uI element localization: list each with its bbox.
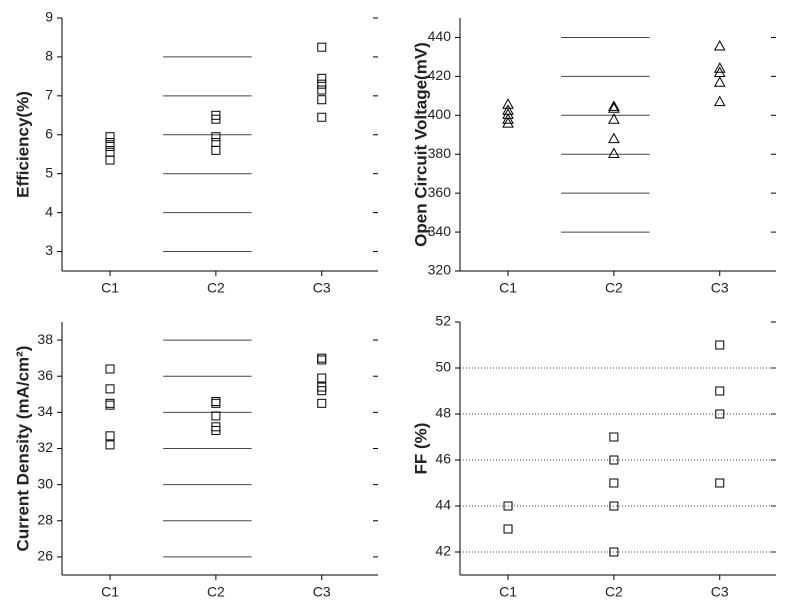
marker (608, 100, 620, 111)
marker (317, 355, 327, 365)
marker (609, 432, 619, 442)
y-tick-label: 7 (45, 87, 53, 103)
y-axis-label: Efficiency(%) (13, 91, 32, 198)
y-tick-label: 28 (37, 511, 53, 527)
y-tick-label: 36 (37, 367, 53, 383)
x-tick-label: C3 (711, 584, 729, 600)
y-tick-label: 4 (45, 203, 53, 219)
marker (713, 39, 726, 51)
y-axis-label: FF (%) (411, 423, 430, 475)
y-tick-label: 8 (45, 48, 53, 64)
marker (609, 478, 619, 488)
y-tick-label: 52 (435, 313, 451, 329)
y-tick-label: 44 (435, 497, 451, 513)
marker (105, 440, 115, 450)
marker (609, 501, 619, 511)
y-tick-label: 32 (37, 439, 53, 455)
marker (608, 147, 620, 158)
x-tick-label: C2 (207, 280, 225, 296)
marker (502, 117, 514, 128)
marker (317, 398, 327, 408)
marker (317, 42, 327, 52)
x-tick-label: C3 (313, 280, 331, 296)
marker (713, 76, 726, 87)
marker (211, 132, 221, 142)
marker (211, 397, 221, 407)
marker (211, 138, 221, 148)
marker (317, 373, 327, 383)
y-tick-label: 6 (45, 125, 53, 141)
y-tick-label: 360 (428, 184, 452, 200)
marker (609, 547, 619, 557)
marker (317, 95, 327, 105)
y-tick-label: 320 (428, 262, 452, 278)
marker (211, 114, 221, 124)
marker (502, 113, 514, 124)
marker (608, 132, 620, 144)
y-tick-label: 400 (428, 106, 452, 122)
y-axis-label: Current Density (mA/cm²) (13, 346, 32, 552)
x-tick-label: C2 (207, 584, 225, 600)
x-tick-label: C2 (605, 280, 623, 296)
marker (105, 132, 115, 142)
x-tick-label: C2 (605, 584, 623, 600)
marker (211, 398, 221, 408)
marker (503, 501, 513, 511)
marker (105, 364, 115, 374)
y-tick-label: 30 (37, 475, 53, 491)
marker (317, 79, 327, 89)
marker (609, 455, 619, 465)
y-tick-label: 46 (435, 451, 451, 467)
marker (105, 431, 115, 441)
marker (317, 85, 327, 95)
marker (502, 98, 514, 109)
marker (317, 386, 327, 396)
y-tick-label: 5 (45, 164, 53, 180)
marker (713, 95, 726, 107)
x-tick-label: C1 (499, 280, 517, 296)
x-tick-label: C1 (499, 584, 517, 600)
marker (105, 400, 115, 410)
marker (713, 62, 726, 73)
y-tick-label: 420 (428, 67, 452, 83)
marker (715, 478, 725, 488)
marker (105, 384, 115, 394)
x-tick-label: C3 (313, 584, 331, 600)
marker (105, 155, 115, 165)
y-tick-label: 50 (435, 359, 451, 375)
marker (503, 524, 513, 534)
y-tick-label: 48 (435, 405, 451, 421)
marker (317, 353, 327, 363)
marker (317, 73, 327, 83)
marker (211, 411, 221, 421)
x-tick-label: C3 (711, 280, 729, 296)
y-tick-label: 3 (45, 242, 53, 258)
y-tick-label: 380 (428, 145, 452, 161)
marker (105, 398, 115, 408)
marker (608, 113, 620, 124)
y-tick-label: 340 (428, 223, 452, 239)
marker (105, 141, 115, 151)
y-axis-label: Open Circuit Voltage(mV) (411, 42, 430, 247)
x-tick-label: C1 (101, 280, 119, 296)
marker (105, 147, 115, 157)
y-tick-label: 9 (45, 9, 53, 25)
y-tick-label: 26 (37, 548, 53, 564)
y-tick-label: 42 (435, 543, 451, 559)
marker (715, 386, 725, 396)
marker (715, 340, 725, 350)
marker (715, 409, 725, 419)
marker (608, 102, 620, 113)
marker (211, 145, 221, 155)
marker (211, 425, 221, 435)
y-tick-label: 38 (37, 331, 53, 347)
y-tick-label: 440 (428, 28, 452, 44)
x-tick-label: C1 (101, 584, 119, 600)
marker (317, 112, 327, 122)
y-tick-label: 34 (37, 403, 53, 419)
